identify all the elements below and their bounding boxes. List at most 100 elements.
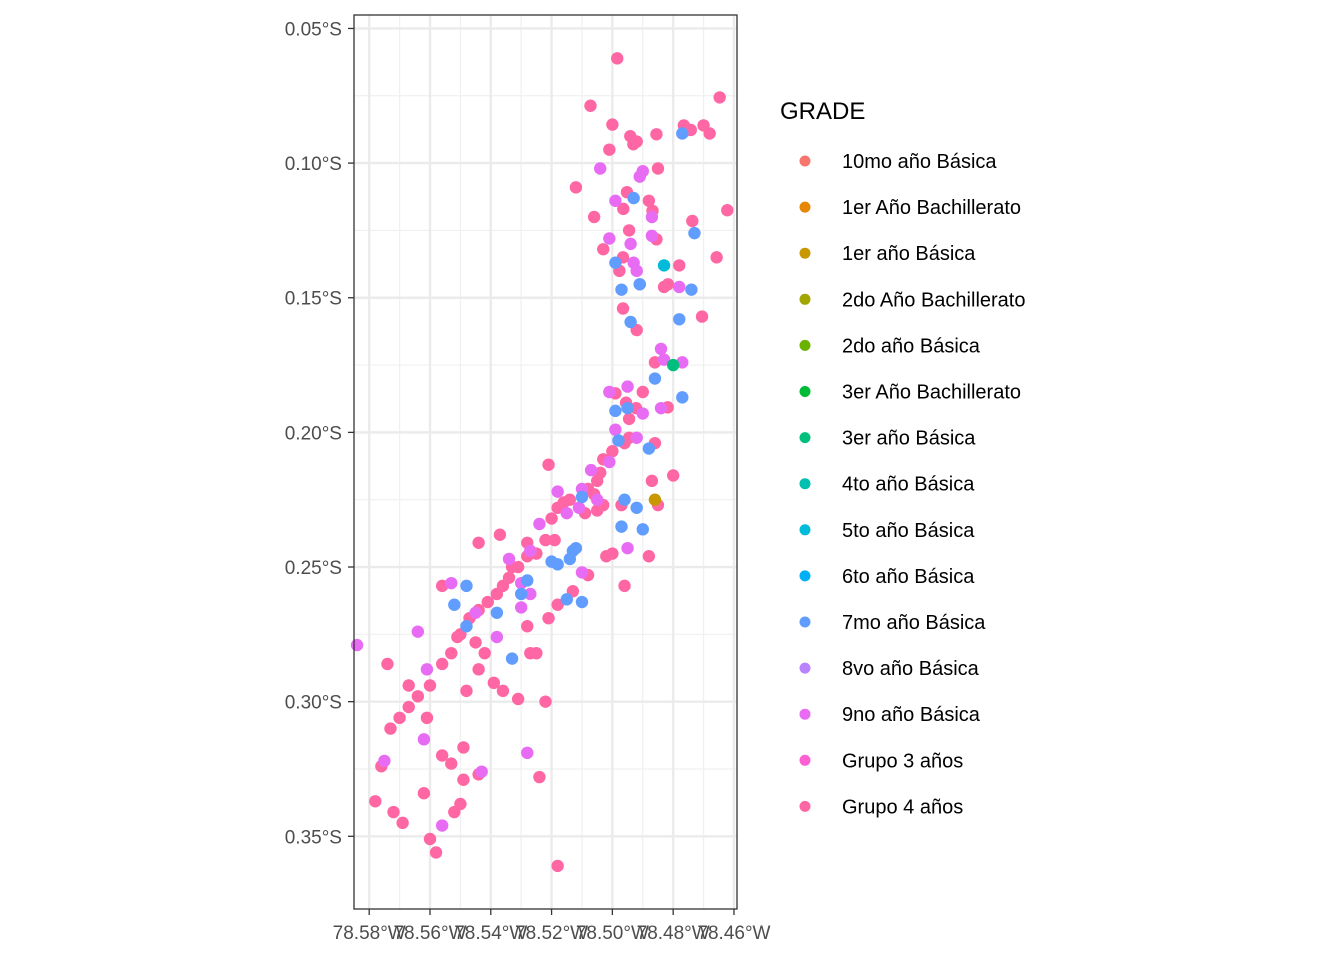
data-point	[511, 692, 525, 706]
legend-key	[799, 339, 811, 351]
x-tick-label: 78.50°W	[576, 923, 649, 944]
y-tick-label: 0.05°S	[285, 19, 342, 40]
data-point	[435, 819, 449, 832]
data-point	[502, 552, 516, 566]
legend-label: 3er año Básica	[842, 428, 976, 450]
y-axis: 0.05°S 0.10°S 0.15°S 0.20°S 0.25°S 0.30°S 0.35…	[285, 19, 354, 848]
data-point	[721, 204, 734, 217]
data-point	[606, 445, 619, 458]
data-point	[642, 550, 656, 563]
legend-label: 2do Año Bachillerato	[842, 289, 1025, 311]
data-point	[676, 127, 689, 140]
data-point	[387, 805, 400, 819]
data-point	[569, 181, 583, 194]
x-axis: 78.58°W78.56°W78.54°W78.52°W78.50°W78.48…	[333, 909, 771, 944]
data-point	[630, 135, 643, 148]
x-tick-label: 78.46°W	[697, 923, 770, 944]
data-point	[551, 485, 564, 498]
data-point	[411, 690, 425, 703]
data-point	[587, 210, 601, 224]
data-point	[590, 474, 604, 488]
data-point	[627, 191, 640, 205]
legend-label: 10mo año Básica	[842, 151, 997, 173]
data-point	[630, 501, 643, 514]
data-point	[472, 663, 485, 676]
data-point	[713, 91, 726, 104]
legend-key	[799, 386, 811, 397]
data-point	[572, 501, 586, 514]
data-point	[636, 407, 649, 420]
data-point	[657, 259, 671, 272]
data-point	[606, 547, 619, 560]
legend-label: 1er Año Bachillerato	[842, 197, 1021, 219]
legend-label: 4to año Básica	[842, 474, 975, 496]
legend-label: Grupo 4 años	[842, 796, 963, 818]
legend-key	[799, 155, 811, 167]
data-point	[505, 652, 519, 665]
data-point	[624, 315, 637, 329]
data-point	[603, 232, 616, 245]
data-point	[645, 229, 659, 243]
data-point	[621, 380, 634, 393]
data-point	[369, 795, 382, 808]
legend-key	[799, 432, 811, 444]
data-point	[563, 552, 577, 566]
data-point	[445, 576, 458, 590]
data-point	[612, 434, 625, 447]
data-point	[457, 741, 470, 754]
data-point	[514, 601, 528, 614]
data-point	[617, 202, 630, 216]
data-point	[642, 194, 656, 208]
data-point	[648, 372, 662, 385]
data-point	[545, 512, 558, 525]
data-point	[490, 587, 504, 601]
legend-label: 2do año Básica	[842, 335, 981, 357]
data-point	[472, 536, 485, 549]
data-point	[551, 598, 564, 611]
data-point	[551, 859, 564, 873]
data-point	[645, 210, 659, 224]
data-point	[542, 458, 555, 471]
data-point	[524, 544, 537, 558]
x-tick-label: 78.58°W	[333, 923, 406, 944]
data-point	[560, 506, 573, 520]
data-point	[378, 754, 391, 768]
data-point	[703, 127, 716, 140]
x-tick-label: 78.56°W	[393, 923, 466, 944]
data-point	[636, 523, 649, 536]
y-tick-label: 0.35°S	[285, 827, 342, 848]
data-point	[695, 310, 709, 323]
data-point	[673, 313, 686, 326]
data-point	[657, 353, 671, 366]
data-point	[548, 533, 561, 547]
data-point	[454, 797, 467, 811]
data-point	[524, 587, 537, 601]
data-point	[575, 595, 589, 609]
data-point	[688, 226, 701, 240]
y-tick-label: 0.15°S	[285, 289, 342, 310]
data-point	[621, 541, 634, 555]
data-point	[673, 280, 686, 294]
y-tick-label: 0.10°S	[285, 154, 342, 175]
data-point	[630, 264, 643, 278]
legend-label: Grupo 3 años	[842, 750, 963, 772]
data-point	[584, 99, 597, 112]
data-point	[490, 606, 504, 619]
data-point	[609, 256, 622, 269]
legend-title: GRADE	[780, 98, 865, 125]
data-point	[420, 663, 434, 676]
data-point	[542, 611, 555, 625]
legend-label: 6to año Básica	[842, 566, 975, 588]
legend-key	[799, 247, 811, 259]
data-point	[603, 385, 616, 399]
legend-label: 8vo año Básica	[842, 658, 980, 680]
legend-key	[799, 570, 811, 582]
data-point	[490, 630, 504, 644]
data-point	[618, 579, 631, 593]
legend-key	[799, 293, 811, 305]
data-point	[435, 749, 449, 762]
data-point	[654, 342, 668, 356]
legend-key	[799, 754, 811, 766]
legend-key	[799, 616, 811, 628]
data-point	[350, 638, 364, 652]
